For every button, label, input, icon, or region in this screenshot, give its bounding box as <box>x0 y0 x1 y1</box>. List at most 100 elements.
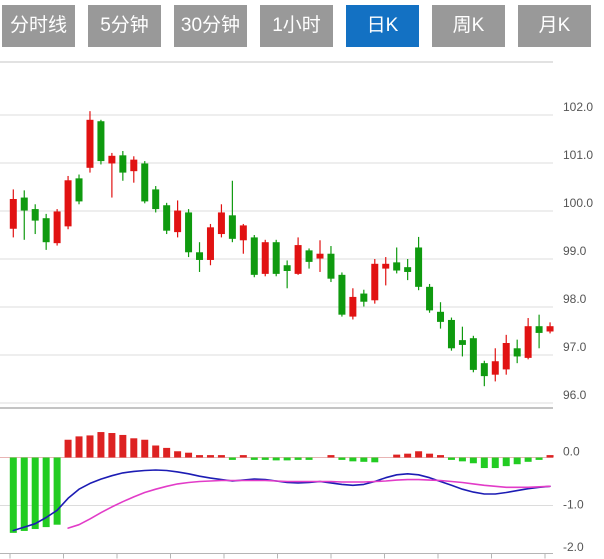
candle-body <box>305 250 313 262</box>
candle-body <box>20 197 28 211</box>
candle-body <box>382 263 390 269</box>
price-tick-label: 96.0 <box>563 388 587 402</box>
candle-body <box>513 348 521 357</box>
macd-bar-positive <box>437 455 445 458</box>
macd-bar-positive <box>404 453 412 458</box>
macd-bar-positive <box>327 455 335 458</box>
candle-body <box>64 180 72 227</box>
candle-body <box>53 211 61 244</box>
macd-bar-negative <box>250 457 258 460</box>
tab-1小时[interactable]: 1小时 <box>260 5 333 47</box>
macd-bar-positive <box>152 445 160 458</box>
candle-body <box>261 242 269 274</box>
tab-30分钟[interactable]: 30分钟 <box>174 5 247 47</box>
price-tick-label: 99.0 <box>563 244 587 258</box>
candle-body <box>294 245 302 274</box>
macd-bar-positive <box>97 432 105 458</box>
macd-bar-negative <box>9 457 17 533</box>
macd-bar-negative <box>480 457 488 469</box>
candle-body <box>42 218 50 243</box>
dea-line <box>67 478 551 529</box>
candlestick-series <box>9 111 554 387</box>
macd-bar-positive <box>141 439 149 458</box>
price-tick-label: 102.0 <box>563 100 593 114</box>
candle-body <box>404 267 412 272</box>
candle-body <box>250 237 258 275</box>
tab-分时线[interactable]: 分时线 <box>2 5 75 47</box>
price-tick-label: 97.0 <box>563 340 587 354</box>
macd-bar-negative <box>305 457 313 460</box>
macd-bar-positive <box>217 455 225 458</box>
price-tick-label: 98.0 <box>563 292 587 306</box>
candle-body <box>426 286 434 311</box>
price-tick-label: 100.0 <box>563 196 593 210</box>
macd-bar-positive <box>163 447 171 458</box>
macd-tick-label: -2.0 <box>563 540 584 554</box>
macd-bar-positive <box>75 436 83 458</box>
candle-body <box>458 340 466 345</box>
macd-bar-positive <box>546 455 554 458</box>
tab-日K[interactable]: 日K <box>346 5 419 47</box>
candle-body <box>371 263 379 301</box>
dif-line <box>12 469 551 532</box>
candle-body <box>272 242 280 274</box>
macd-tick-label: -1.0 <box>563 498 584 512</box>
candle-body <box>524 326 532 358</box>
candle-body <box>163 205 171 231</box>
candle-body <box>469 338 477 370</box>
macd-bar-negative <box>458 457 466 462</box>
macd-bar-negative <box>513 457 521 465</box>
macd-bar-positive <box>119 434 127 458</box>
macd-bar-negative <box>360 457 368 462</box>
candle-body <box>86 119 94 168</box>
candle-body <box>75 178 83 202</box>
macd-bar-positive <box>130 438 138 458</box>
tab-周K[interactable]: 周K <box>432 5 505 47</box>
tab-5分钟[interactable]: 5分钟 <box>88 5 161 47</box>
macd-bar-negative <box>228 457 236 460</box>
macd-bar-positive <box>108 433 116 458</box>
candle-body <box>480 363 488 377</box>
macd-bar-negative <box>535 457 543 460</box>
candle-body <box>316 253 324 259</box>
tab-月K[interactable]: 月K <box>518 5 591 47</box>
candle-body <box>393 262 401 271</box>
macd-bar-negative <box>283 457 291 461</box>
macd-tick-label: 0.0 <box>563 445 580 459</box>
macd-bar-negative <box>42 457 50 528</box>
macd-bar-positive <box>415 451 423 458</box>
candle-body <box>535 326 543 333</box>
candle-body <box>546 326 554 332</box>
macd-bar-negative <box>491 457 499 469</box>
macd-bar-negative <box>272 457 280 461</box>
macd-bar-negative <box>261 457 269 460</box>
candle-body <box>283 265 291 271</box>
axis-labels: 102.0 101.0 100.0 99.0 98.0 97.0 96.0 0.0 -1.0 -2… <box>563 100 593 554</box>
candle-body <box>349 296 357 317</box>
macd-bar-positive <box>393 454 401 458</box>
candle-body <box>108 155 116 164</box>
macd-bar-negative <box>447 457 455 460</box>
macd-bar-positive <box>185 452 193 458</box>
macd-bar-negative <box>371 457 379 463</box>
candle-body <box>174 210 182 233</box>
candle-body <box>152 189 160 210</box>
candle-body <box>239 225 247 241</box>
candle-body <box>9 199 17 229</box>
candle-body <box>141 163 149 202</box>
macd-bar-negative <box>524 457 532 462</box>
macd-bar-negative <box>338 457 346 460</box>
candle-body <box>327 253 335 279</box>
candle-body <box>185 212 193 253</box>
candle-body <box>130 159 138 172</box>
timeframe-tabbar: 分时线 5分钟 30分钟 1小时 日K 周K 月K <box>2 5 591 47</box>
candle-body <box>228 215 236 239</box>
candle-body <box>360 293 368 302</box>
macd-bar-positive <box>196 455 204 458</box>
macd-bar-positive <box>206 455 214 458</box>
candle-body <box>338 274 346 315</box>
macd-bar-negative <box>20 457 28 531</box>
candle-body <box>447 319 455 349</box>
